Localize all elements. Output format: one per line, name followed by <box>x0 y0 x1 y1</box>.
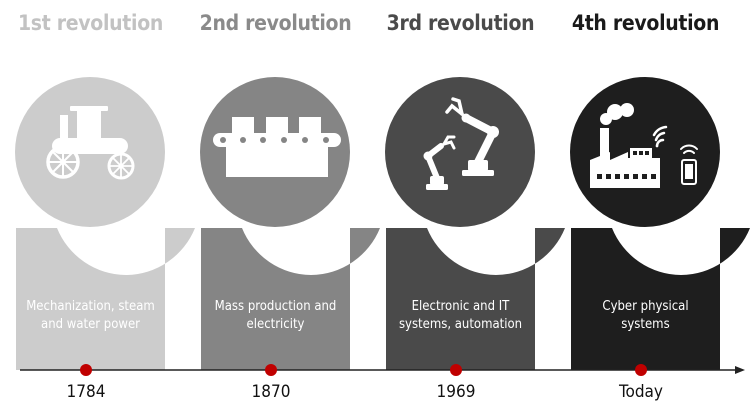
column-2 <box>200 77 380 370</box>
column-3-panel <box>386 228 565 370</box>
column-4 <box>570 77 750 370</box>
revolution-3-title: 3rd revolution <box>386 11 535 35</box>
column-3-circle <box>385 77 535 227</box>
revolution-4-title: 4th revolution <box>571 11 720 35</box>
revolution-4-description-line-1: Cyber physical <box>602 299 689 314</box>
column-4-panel <box>571 228 750 370</box>
timeline-arrowhead <box>735 366 745 374</box>
year-label-1969: 1969 <box>436 382 476 402</box>
timeline-dot-1784 <box>80 364 92 376</box>
column-1 <box>15 77 195 370</box>
conveyor-belt-icon <box>213 117 341 177</box>
revolution-1-description-line-1: Mechanization, steam <box>26 299 155 314</box>
revolution-4-description-line-2: systems <box>621 317 670 332</box>
revolution-1-title: 1st revolution <box>17 11 164 35</box>
robotic-arm-icon <box>423 97 499 190</box>
revolution-2-description: Mass production and electricity <box>201 298 350 334</box>
timeline-dot-1870 <box>265 364 277 376</box>
year-label-today: Today <box>619 382 663 402</box>
revolution-2-description-line-2: electricity <box>246 317 305 332</box>
column-1-panel <box>16 228 195 370</box>
year-label-1784: 1784 <box>66 382 106 402</box>
revolution-1-description: Mechanization, steam and water power <box>16 298 165 334</box>
column-3 <box>385 77 565 370</box>
year-label-1870: 1870 <box>251 382 291 402</box>
steam-engine-icon <box>46 106 135 180</box>
smart-factory-icon <box>590 103 698 188</box>
revolution-1-description-line-2: and water power <box>41 317 140 332</box>
revolution-3-description-line-2: systems, automation <box>398 317 523 332</box>
revolution-2-description-line-1: Mass production and <box>214 299 337 314</box>
revolution-3-description: Electronic and IT systems, automation <box>386 298 535 334</box>
column-2-panel <box>201 228 380 370</box>
timeline-dot-1969 <box>450 364 462 376</box>
timeline <box>20 364 745 376</box>
revolution-2-title: 2nd revolution <box>199 11 352 35</box>
revolution-4-description: Cyber physical systems <box>571 298 720 334</box>
timeline-dot-today <box>635 364 647 376</box>
revolution-3-description-line-1: Electronic and IT <box>411 299 510 314</box>
